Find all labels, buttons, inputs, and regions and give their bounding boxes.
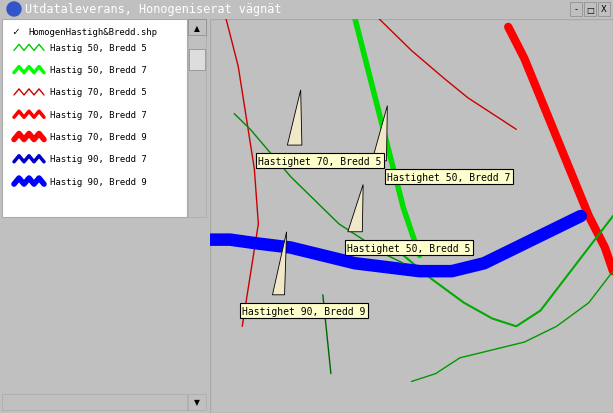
Bar <box>189 50 205 71</box>
Bar <box>570 3 582 17</box>
Text: Hastig 70, Bredd 5: Hastig 70, Bredd 5 <box>50 88 147 97</box>
Polygon shape <box>372 107 387 161</box>
Text: Hastighet 50, Bredd 5: Hastighet 50, Bredd 5 <box>347 243 470 253</box>
Polygon shape <box>272 232 286 295</box>
Circle shape <box>7 3 21 17</box>
Text: Hastig 50, Bredd 7: Hastig 50, Bredd 7 <box>50 66 147 75</box>
Text: ▼: ▼ <box>194 397 200 406</box>
Text: Hastig 70, Bredd 7: Hastig 70, Bredd 7 <box>50 110 147 119</box>
Text: Hastig 90, Bredd 7: Hastig 90, Bredd 7 <box>50 155 147 164</box>
Bar <box>188 20 206 217</box>
Bar <box>584 3 596 17</box>
Bar <box>598 3 610 17</box>
Text: ✓: ✓ <box>12 27 19 37</box>
Text: Hastig 70, Bredd 9: Hastig 70, Bredd 9 <box>50 133 147 142</box>
Text: Hastig 90, Bredd 9: Hastig 90, Bredd 9 <box>50 177 147 186</box>
Text: X: X <box>601 5 607 14</box>
Text: HomogenHastigh&Bredd.shp: HomogenHastigh&Bredd.shp <box>28 28 157 37</box>
Text: Hastighet 90, Bredd 9: Hastighet 90, Bredd 9 <box>242 306 365 316</box>
Bar <box>188 20 206 36</box>
Polygon shape <box>348 185 363 232</box>
Polygon shape <box>287 91 302 146</box>
Text: Hastighet 70, Bredd 5: Hastighet 70, Bredd 5 <box>258 157 382 166</box>
Text: -: - <box>574 5 577 14</box>
Text: □: □ <box>586 5 594 14</box>
Text: ▲: ▲ <box>194 24 200 33</box>
Bar <box>188 394 206 410</box>
Text: Hastighet 50, Bredd 7: Hastighet 50, Bredd 7 <box>387 172 511 182</box>
Text: Hastig 50, Bredd 5: Hastig 50, Bredd 5 <box>50 44 147 53</box>
Bar <box>2 394 187 410</box>
Bar <box>2 20 187 217</box>
Text: Utdataleverans, Honogeniserat vägnät: Utdataleverans, Honogeniserat vägnät <box>25 3 281 17</box>
